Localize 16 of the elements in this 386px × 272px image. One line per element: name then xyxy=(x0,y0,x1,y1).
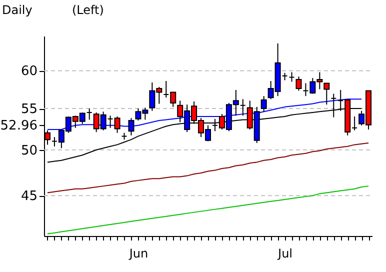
y-tick-label: 55 xyxy=(20,102,38,118)
chart-title: Daily xyxy=(2,3,32,17)
x-tick-label: Jul xyxy=(277,246,293,260)
x-tick-label: Jun xyxy=(128,246,148,260)
line-series xyxy=(46,186,370,234)
line-series xyxy=(46,142,370,194)
y-tick-label: 60 xyxy=(20,64,38,80)
candlestick xyxy=(86,108,92,120)
candlestick xyxy=(296,76,302,92)
candlestick xyxy=(240,98,246,116)
y-tick-label: 50 xyxy=(20,143,38,158)
y-tick-label: 45 xyxy=(20,189,38,204)
chart-subtitle: (Left) xyxy=(72,3,104,17)
candlestick xyxy=(288,72,295,82)
y-tick-label: 52.96 xyxy=(0,118,38,134)
candlestick xyxy=(324,82,330,106)
